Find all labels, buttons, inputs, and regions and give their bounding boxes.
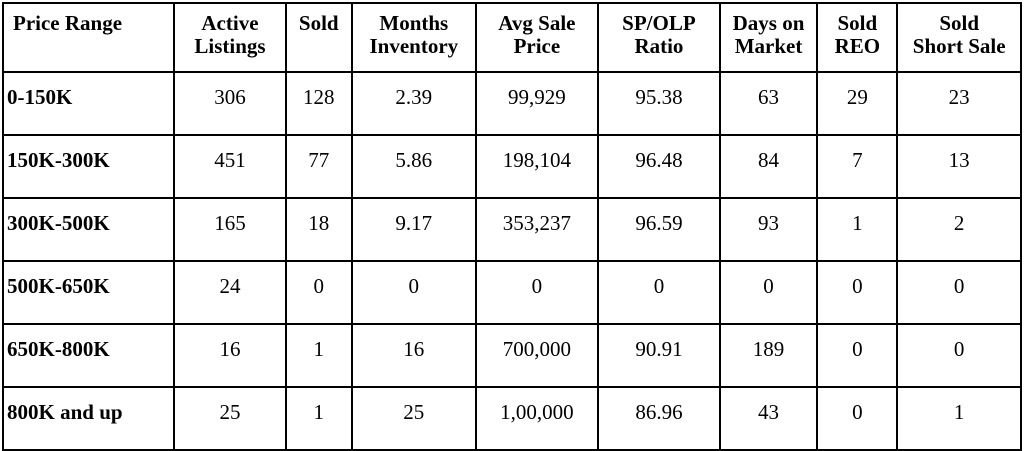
cell-sold-reo: 0 — [816, 323, 899, 388]
cell-active-listings: 165 — [173, 197, 287, 262]
cell-sp-olp-ratio: 0 — [597, 260, 721, 325]
cell-sold-short-sale: 1 — [896, 386, 1022, 451]
table-row: 300K-500K 165 18 9.17 353,237 96.59 93 1… — [1, 197, 1022, 262]
header-days-on-market: Days on Market — [718, 2, 819, 73]
header-price-range: Price Range — [1, 2, 176, 73]
header-days-on-market-line-2: Market — [734, 34, 803, 58]
header-sp-olp-ratio: SP/OLP Ratio — [597, 2, 721, 73]
table-header: Price Range Active Listings Sold Months … — [1, 2, 1022, 73]
cell-months-inventory: 16 — [351, 323, 477, 388]
cell-months-inventory: 9.17 — [351, 197, 477, 262]
cell-price-range: 650K-800K — [1, 323, 176, 388]
header-active-listings: Active Listings — [173, 2, 287, 73]
cell-price-range: 150K-300K — [1, 134, 176, 199]
header-sold-short-sale-line-2: Short Sale — [912, 34, 1006, 58]
cell-days-on-market: 189 — [718, 323, 819, 388]
cell-days-on-market: 93 — [718, 197, 819, 262]
cell-sp-olp-ratio: 90.91 — [597, 323, 721, 388]
table-row: 650K-800K 16 1 16 700,000 90.91 189 0 0 — [1, 323, 1022, 388]
cell-avg-sale-price: 99,929 — [474, 71, 600, 136]
cell-sold: 0 — [284, 260, 354, 325]
cell-sold-reo: 29 — [816, 71, 899, 136]
header-sold-reo-line-1: Sold — [837, 11, 878, 35]
cell-avg-sale-price: 700,000 — [474, 323, 600, 388]
cell-active-listings: 24 — [173, 260, 287, 325]
cell-sold-short-sale: 2 — [896, 197, 1022, 262]
header-sold-label: Sold — [298, 11, 339, 35]
cell-avg-sale-price: 198,104 — [474, 134, 600, 199]
table-body: 0-150K 306 128 2.39 99,929 95.38 63 29 2… — [1, 71, 1022, 451]
cell-sold-short-sale: 23 — [896, 71, 1022, 136]
cell-active-listings: 16 — [173, 323, 287, 388]
header-months-inventory-line-2: Inventory — [369, 34, 459, 58]
cell-days-on-market: 84 — [718, 134, 819, 199]
cell-sold-short-sale: 0 — [896, 323, 1022, 388]
cell-days-on-market: 43 — [718, 386, 819, 451]
cell-sold: 77 — [284, 134, 354, 199]
cell-sold-short-sale: 0 — [896, 260, 1022, 325]
cell-price-range: 0-150K — [1, 71, 176, 136]
header-row: Price Range Active Listings Sold Months … — [1, 2, 1022, 73]
cell-active-listings: 306 — [173, 71, 287, 136]
cell-avg-sale-price: 0 — [474, 260, 600, 325]
cell-avg-sale-price: 353,237 — [474, 197, 600, 262]
cell-sold-reo: 1 — [816, 197, 899, 262]
cell-sold-reo: 7 — [816, 134, 899, 199]
header-price-range-label: Price Range — [13, 11, 123, 35]
header-months-inventory: Months Inventory — [351, 2, 477, 73]
cell-active-listings: 451 — [173, 134, 287, 199]
cell-sp-olp-ratio: 96.48 — [597, 134, 721, 199]
cell-months-inventory: 0 — [351, 260, 477, 325]
table-row: 150K-300K 451 77 5.86 198,104 96.48 84 7… — [1, 134, 1022, 199]
cell-avg-sale-price: 1,00,000 — [474, 386, 600, 451]
header-sold-reo-line-2: REO — [834, 34, 881, 58]
header-days-on-market-line-1: Days on — [732, 11, 805, 35]
header-active-listings-line-2: Listings — [194, 34, 266, 58]
cell-days-on-market: 63 — [718, 71, 819, 136]
cell-sold-reo: 0 — [816, 386, 899, 451]
cell-sp-olp-ratio: 95.38 — [597, 71, 721, 136]
header-sold: Sold — [284, 2, 354, 73]
cell-days-on-market: 0 — [718, 260, 819, 325]
cell-price-range: 300K-500K — [1, 197, 176, 262]
cell-months-inventory: 5.86 — [351, 134, 477, 199]
header-sold-short-sale-line-1: Sold — [939, 11, 980, 35]
cell-sp-olp-ratio: 86.96 — [597, 386, 721, 451]
cell-price-range: 500K-650K — [1, 260, 176, 325]
cell-price-range: 800K and up — [1, 386, 176, 451]
table-row: 800K and up 25 1 25 1,00,000 86.96 43 0 … — [1, 386, 1022, 451]
header-sp-olp-ratio-label: SP/OLP Ratio — [622, 11, 696, 58]
cell-sold: 1 — [284, 323, 354, 388]
cell-sold: 1 — [284, 386, 354, 451]
table-row: 500K-650K 24 0 0 0 0 0 0 0 — [1, 260, 1022, 325]
header-sold-reo: Sold REO — [816, 2, 899, 73]
cell-sp-olp-ratio: 96.59 — [597, 197, 721, 262]
header-sold-short-sale: Sold Short Sale — [896, 2, 1022, 73]
cell-months-inventory: 25 — [351, 386, 477, 451]
cell-sold: 18 — [284, 197, 354, 262]
table-row: 0-150K 306 128 2.39 99,929 95.38 63 29 2… — [1, 71, 1022, 136]
header-active-listings-line-1: Active — [201, 11, 259, 35]
cell-active-listings: 25 — [173, 386, 287, 451]
header-avg-sale-price-label: Avg Sale Price — [498, 11, 576, 58]
cell-sold: 128 — [284, 71, 354, 136]
cell-sold-short-sale: 13 — [896, 134, 1022, 199]
cell-sold-reo: 0 — [816, 260, 899, 325]
header-months-inventory-line-1: Months — [379, 11, 449, 35]
cell-months-inventory: 2.39 — [351, 71, 477, 136]
header-avg-sale-price: Avg Sale Price — [474, 2, 600, 73]
